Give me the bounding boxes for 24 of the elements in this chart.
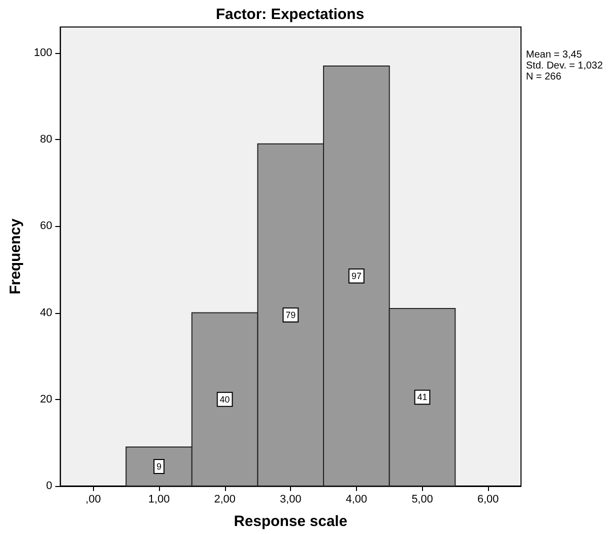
x-axis-title: Response scale <box>234 513 348 530</box>
text: Mean = 3,45 <box>526 50 582 60</box>
chart-title: Factor: Expectations <box>216 6 364 23</box>
x-tick-label: 5,00 <box>412 494 433 506</box>
text: Std. Dev. = 1,032 <box>526 60 604 72</box>
y-tick-label: 0 <box>46 480 52 492</box>
x-tick-label: 2,00 <box>214 494 236 506</box>
y-tick-label: 40 <box>40 306 52 319</box>
y-tick-label: 100 <box>34 46 52 59</box>
y-tick-label: 20 <box>40 393 52 406</box>
data-label: 97 <box>351 270 362 281</box>
y-tick-label: 60 <box>40 220 52 232</box>
text: N = 266 <box>526 72 562 82</box>
x-tick-label: ,00 <box>86 494 101 506</box>
x-tick-label: 4,00 <box>346 494 368 506</box>
x-tick-label: 1,00 <box>148 494 170 506</box>
x-tick-label: 3,00 <box>280 494 302 506</box>
y-tick-label: 80 <box>40 134 52 146</box>
x-tick-label: 6,00 <box>477 494 499 506</box>
data-label: 40 <box>220 394 230 404</box>
data-label: 41 <box>417 392 428 402</box>
data-label: 79 <box>286 310 296 320</box>
data-label: 9 <box>156 462 162 472</box>
y-axis-title: Frequency <box>7 218 24 294</box>
